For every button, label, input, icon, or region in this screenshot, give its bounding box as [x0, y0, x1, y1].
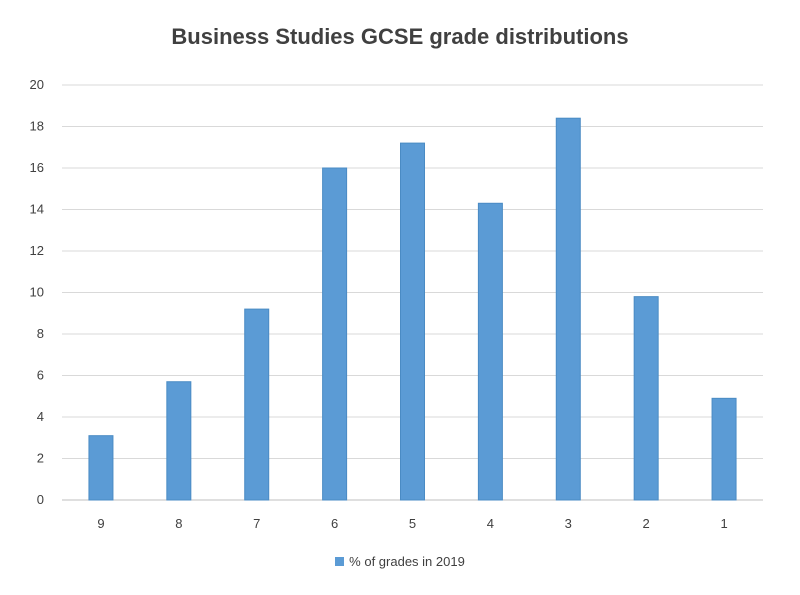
y-tick-label: 16	[30, 160, 44, 175]
bars	[88, 117, 737, 501]
bar-grade-5	[400, 142, 425, 501]
bar-grade-6	[322, 167, 348, 501]
x-tick-label: 6	[331, 516, 338, 531]
x-axis-ticks: 9 8 7 6 5 4 3 2 1	[97, 516, 727, 531]
y-tick-label: 2	[37, 451, 44, 466]
x-tick-label: 5	[409, 516, 416, 531]
y-axis-ticks: 0 2 4 6 8 10 12 14 16 18 20	[30, 77, 44, 507]
x-tick-label: 2	[643, 516, 650, 531]
bar-grade-2	[633, 296, 659, 501]
y-tick-label: 4	[37, 409, 44, 424]
bar-grade-8	[166, 381, 192, 501]
bar-grade-9	[88, 435, 114, 501]
y-tick-label: 14	[30, 202, 44, 217]
y-tick-label: 6	[37, 368, 44, 383]
chart-title: Business Studies GCSE grade distribution…	[171, 24, 629, 49]
y-tick-label: 18	[30, 119, 44, 134]
bar-grade-3	[555, 117, 581, 501]
bar-grade-7	[244, 308, 270, 501]
legend-label: % of grades in 2019	[349, 554, 465, 570]
x-tick-label: 1	[720, 516, 727, 531]
y-tick-label: 12	[30, 243, 44, 258]
bar-grade-1	[711, 397, 737, 501]
x-tick-label: 3	[565, 516, 572, 531]
x-tick-label: 7	[253, 516, 260, 531]
y-tick-label: 8	[37, 326, 44, 341]
y-tick-label: 10	[30, 285, 44, 300]
y-tick-label: 20	[30, 77, 44, 92]
legend-swatch	[335, 557, 345, 567]
y-tick-label: 0	[37, 492, 44, 507]
x-tick-label: 9	[97, 516, 104, 531]
legend: % of grades in 2019	[0, 553, 800, 569]
bar-grade-4	[477, 202, 503, 501]
x-tick-label: 8	[175, 516, 182, 531]
x-tick-label: 4	[487, 516, 494, 531]
